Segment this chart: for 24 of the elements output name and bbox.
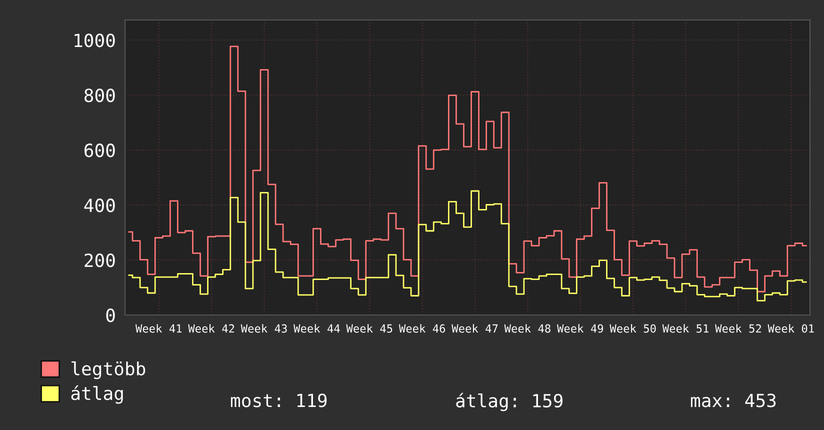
x-tick-label: Week 41 — [135, 324, 182, 333]
x-tick-label: Week 46 — [398, 324, 446, 333]
legend-label: átlag — [71, 385, 123, 404]
y-tick-label: 800 — [84, 88, 115, 102]
x-tick-label: Week 48 — [504, 324, 550, 333]
x-tick-label: Week 45 — [346, 324, 392, 333]
x-tick-label: Week 01 — [768, 324, 814, 333]
x-tick-label: Week 50 — [610, 324, 656, 333]
x-tick-label: Week 49 — [557, 324, 604, 333]
y-tick-label: 200 — [84, 254, 115, 268]
y-tick-label: 0 — [106, 308, 115, 322]
legend-label: legtöbb — [72, 361, 146, 380]
x-tick-label: Week 43 — [240, 324, 287, 333]
x-tick-label: Week 51 — [662, 324, 708, 333]
x-tick-label: Week 52 — [715, 324, 761, 333]
y-tick-label: 1000 — [74, 34, 115, 48]
text: most: 119 — [230, 394, 327, 408]
x-tick-label: Week 47 — [452, 324, 498, 333]
text: max: 453 — [690, 394, 776, 408]
text: átlag: 159 — [456, 392, 562, 412]
y-tick-label: 400 — [84, 198, 115, 212]
y-tick-label: 600 — [84, 144, 115, 158]
x-tick-label: Week 44 — [294, 324, 340, 333]
x-tick-label: Week 42 — [188, 324, 234, 333]
